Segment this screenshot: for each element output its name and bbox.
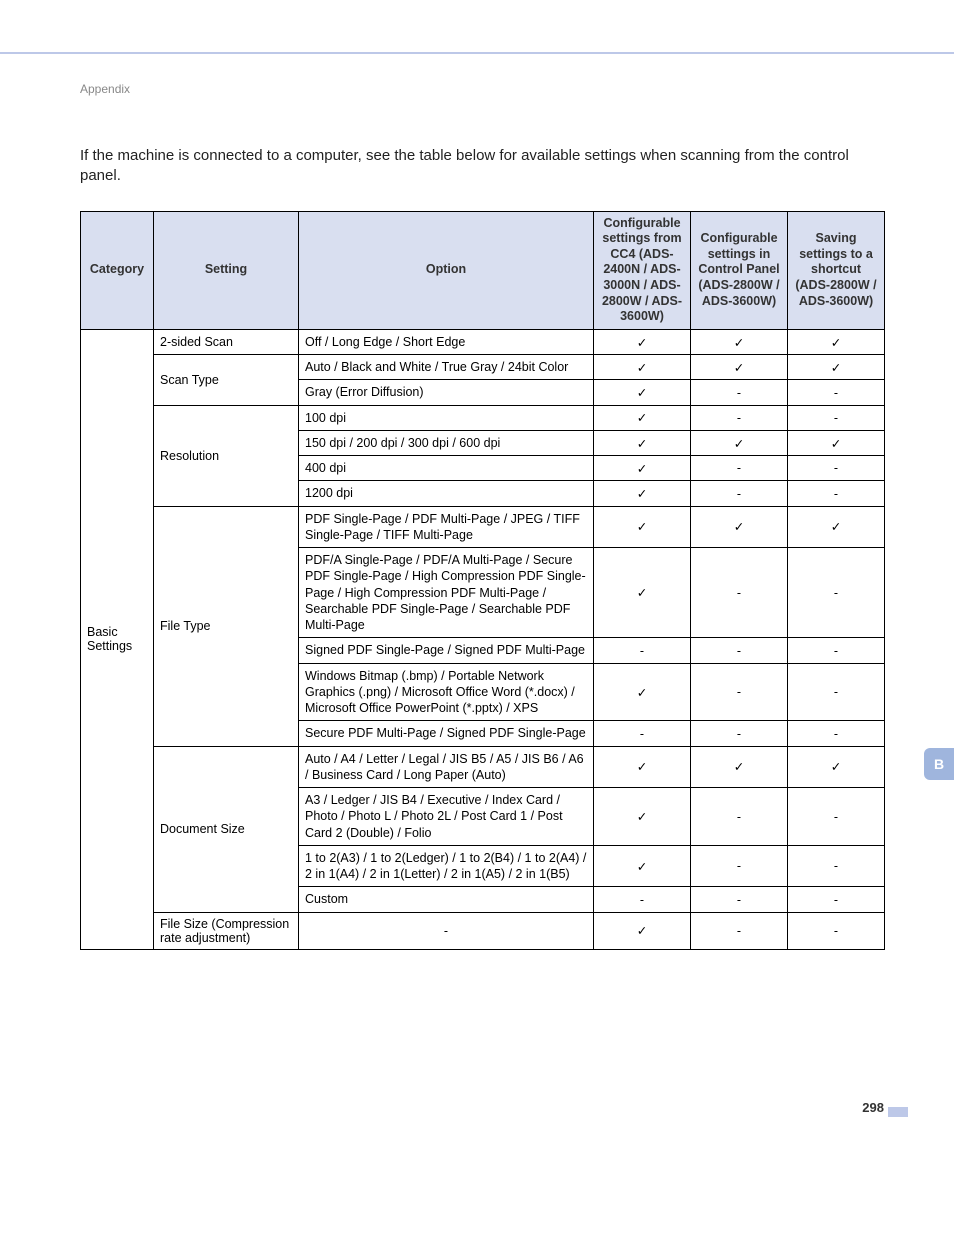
table-row: Document SizeAuto / A4 / Letter / Legal … [81, 746, 885, 788]
option-cell: 100 dpi [299, 405, 594, 430]
table-cell-mark: ✓ [594, 506, 691, 548]
table-row: Resolution100 dpi✓-- [81, 405, 885, 430]
option-cell: 1 to 2(A3) / 1 to 2(Ledger) / 1 to 2(B4)… [299, 845, 594, 887]
table-cell-mark: ✓ [594, 845, 691, 887]
category-cell: Basic Settings [81, 329, 154, 949]
table-cell-mark: ✓ [788, 355, 885, 380]
option-cell: Auto / Black and White / True Gray / 24b… [299, 355, 594, 380]
table-cell-mark: - [691, 548, 788, 638]
table-cell-mark: - [691, 887, 788, 912]
table-cell-mark: - [691, 456, 788, 481]
option-cell: - [299, 912, 594, 949]
table-body: Basic Settings2-sided ScanOff / Long Edg… [81, 329, 885, 949]
table-row: File TypePDF Single-Page / PDF Multi-Pag… [81, 506, 885, 548]
table-cell-mark: - [788, 380, 885, 405]
table-cell-mark: ✓ [691, 355, 788, 380]
option-cell: PDF Single-Page / PDF Multi-Page / JPEG … [299, 506, 594, 548]
table-cell-mark: - [691, 663, 788, 721]
option-cell: Auto / A4 / Letter / Legal / JIS B5 / A5… [299, 746, 594, 788]
setting-cell: 2-sided Scan [154, 329, 299, 354]
page-footer: 298 [0, 1100, 954, 1115]
table-cell-mark: - [788, 548, 885, 638]
option-cell: Secure PDF Multi-Page / Signed PDF Singl… [299, 721, 594, 746]
table-cell-mark: ✓ [594, 380, 691, 405]
table-cell-mark: - [788, 638, 885, 663]
page-body: Appendix If the machine is connected to … [0, 54, 954, 980]
table-cell-mark: ✓ [594, 456, 691, 481]
page-number: 298 [0, 1100, 884, 1115]
option-cell: 150 dpi / 200 dpi / 300 dpi / 600 dpi [299, 430, 594, 455]
table-cell-mark: ✓ [594, 663, 691, 721]
col-header-control-panel: Configurable settings in Control Panel (… [691, 211, 788, 329]
option-cell: PDF/A Single-Page / PDF/A Multi-Page / S… [299, 548, 594, 638]
table-row: Scan TypeAuto / Black and White / True G… [81, 355, 885, 380]
table-cell-mark: ✓ [788, 746, 885, 788]
table-cell-mark: ✓ [691, 746, 788, 788]
table-cell-mark: - [691, 405, 788, 430]
table-cell-mark: - [788, 456, 885, 481]
footer-accent [888, 1107, 908, 1117]
option-cell: Signed PDF Single-Page / Signed PDF Mult… [299, 638, 594, 663]
option-cell: 1200 dpi [299, 481, 594, 506]
table-cell-mark: - [691, 481, 788, 506]
setting-cell: File Size (Compression rate adjustment) [154, 912, 299, 949]
option-cell: A3 / Ledger / JIS B4 / Executive / Index… [299, 788, 594, 846]
table-cell-mark: ✓ [594, 746, 691, 788]
option-cell: Custom [299, 887, 594, 912]
table-cell-mark: ✓ [594, 788, 691, 846]
side-tab: B [924, 748, 954, 780]
table-cell-mark: - [788, 481, 885, 506]
table-cell-mark: ✓ [594, 355, 691, 380]
table-cell-mark: ✓ [788, 506, 885, 548]
option-cell: 400 dpi [299, 456, 594, 481]
col-header-shortcut: Saving settings to a shortcut (ADS-2800W… [788, 211, 885, 329]
intro-paragraph: If the machine is connected to a compute… [80, 146, 884, 187]
table-cell-mark: - [788, 788, 885, 846]
setting-cell: Document Size [154, 746, 299, 912]
table-cell-mark: ✓ [788, 430, 885, 455]
table-cell-mark: - [788, 663, 885, 721]
setting-cell: File Type [154, 506, 299, 746]
table-row: File Size (Compression rate adjustment)-… [81, 912, 885, 949]
top-accent-bar [0, 0, 954, 54]
table-cell-mark: - [594, 638, 691, 663]
table-cell-mark: ✓ [691, 329, 788, 354]
table-cell-mark: - [788, 405, 885, 430]
table-cell-mark: - [788, 721, 885, 746]
table-cell-mark: ✓ [594, 430, 691, 455]
col-header-cc4: Configurable settings from CC4 (ADS-2400… [594, 211, 691, 329]
table-cell-mark: ✓ [691, 430, 788, 455]
table-cell-mark: - [788, 845, 885, 887]
table-cell-mark: - [788, 887, 885, 912]
option-cell: Off / Long Edge / Short Edge [299, 329, 594, 354]
table-cell-mark: - [594, 887, 691, 912]
col-header-setting: Setting [154, 211, 299, 329]
table-cell-mark: ✓ [594, 912, 691, 949]
table-cell-mark: ✓ [788, 329, 885, 354]
settings-table: Category Setting Option Configurable set… [80, 211, 885, 950]
setting-cell: Scan Type [154, 355, 299, 406]
col-header-category: Category [81, 211, 154, 329]
table-cell-mark: - [691, 721, 788, 746]
table-cell-mark: - [594, 721, 691, 746]
table-cell-mark: - [691, 845, 788, 887]
table-cell-mark: - [691, 788, 788, 846]
table-row: Basic Settings2-sided ScanOff / Long Edg… [81, 329, 885, 354]
option-cell: Gray (Error Diffusion) [299, 380, 594, 405]
table-cell-mark: - [691, 638, 788, 663]
table-cell-mark: - [788, 912, 885, 949]
setting-cell: Resolution [154, 405, 299, 506]
table-cell-mark: ✓ [691, 506, 788, 548]
table-cell-mark: ✓ [594, 329, 691, 354]
table-cell-mark: ✓ [594, 405, 691, 430]
table-cell-mark: - [691, 380, 788, 405]
table-header-row: Category Setting Option Configurable set… [81, 211, 885, 329]
table-cell-mark: ✓ [594, 548, 691, 638]
table-cell-mark: ✓ [594, 481, 691, 506]
table-cell-mark: - [691, 912, 788, 949]
option-cell: Windows Bitmap (.bmp) / Portable Network… [299, 663, 594, 721]
col-header-option: Option [299, 211, 594, 329]
section-label: Appendix [80, 82, 884, 96]
